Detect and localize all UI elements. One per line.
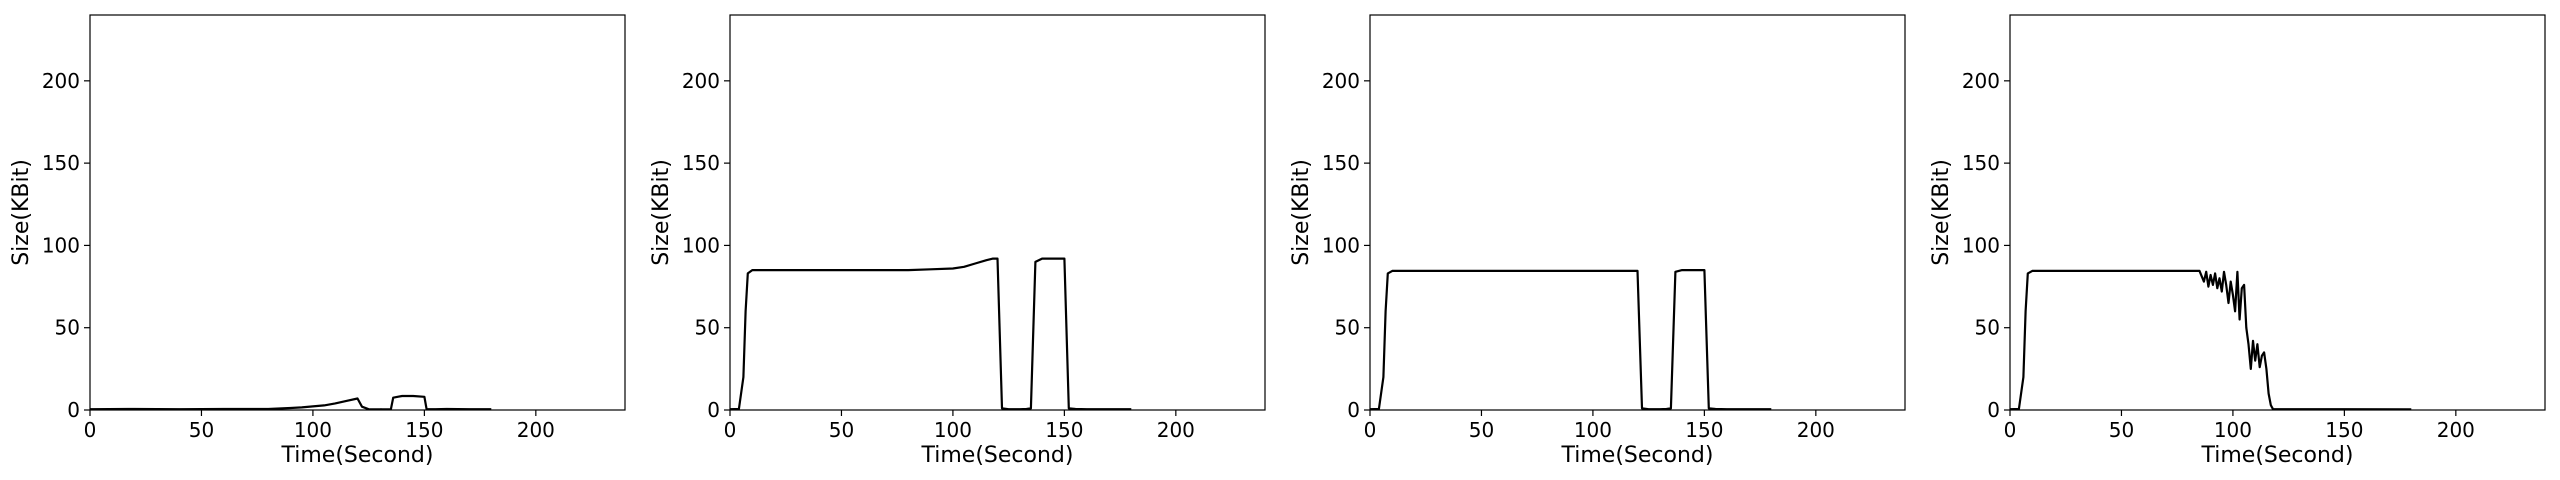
chart-panel-1: 0 50 100 150 200 0 50 100 150 200 Time(Second) Size… [9, 14, 626, 468]
y-tick-label: 100 [1962, 233, 2000, 257]
y-tick-label: 150 [682, 151, 720, 175]
y-axis-label: Size(KBit) [649, 159, 674, 266]
x-tick-label: 150 [1685, 418, 1723, 442]
y-tick-label: 0 [67, 398, 80, 422]
x-tick-label: 100 [2214, 418, 2252, 442]
x-tick-label: 100 [934, 418, 972, 442]
y-tick-label: 100 [1322, 233, 1360, 257]
x-tick-label: 0 [2004, 418, 2017, 442]
y-tick-label: 200 [1962, 69, 2000, 93]
x-tick-label: 100 [1574, 418, 1612, 442]
x-tick-label: 50 [2109, 418, 2134, 442]
chart-panel-4: 0 50 100 150 200 0 50 100 150 200 Time(Second) Size… [1929, 14, 2546, 468]
y-tick-label: 200 [682, 69, 720, 93]
x-axis-label: Time(Second) [281, 443, 434, 468]
plot-frame [1369, 14, 1906, 411]
x-axis-label: Time(Second) [2201, 443, 2354, 468]
x-tick-label: 200 [517, 418, 555, 442]
y-tick-label: 50 [55, 316, 80, 340]
series-line-1 [729, 257, 1132, 411]
plot-frame [89, 14, 626, 411]
y-axis-label: Size(KBit) [1289, 159, 1314, 266]
y-tick-label: 100 [42, 233, 80, 257]
y-tick-label: 50 [1975, 316, 2000, 340]
x-tick-label: 200 [2437, 418, 2475, 442]
y-tick-label: 200 [1322, 69, 1360, 93]
x-tick-label: 50 [1469, 418, 1494, 442]
x-tick-label: 200 [1797, 418, 1835, 442]
plot-frame [729, 14, 1266, 411]
series-line-1 [89, 394, 492, 411]
y-tick-label: 50 [695, 316, 720, 340]
y-tick-label: 200 [42, 69, 80, 93]
x-tick-label: 150 [1045, 418, 1083, 442]
y-tick-label: 0 [707, 398, 720, 422]
y-tick-label: 50 [1335, 316, 1360, 340]
y-axis-label: Size(KBit) [1929, 159, 1954, 266]
x-tick-label: 0 [1364, 418, 1377, 442]
x-tick-label: 50 [189, 418, 214, 442]
series-line-1 [1369, 269, 1772, 411]
y-tick-label: 0 [1347, 398, 1360, 422]
x-tick-label: 0 [84, 418, 97, 442]
chart-panel-3: 0 50 100 150 200 0 50 100 150 200 Time(Second) Size… [1289, 14, 1906, 468]
series-line-1 [2009, 269, 2412, 411]
chart-panel-2: 0 50 100 150 200 0 50 100 150 200 Time(Second) Size… [649, 14, 1266, 468]
x-tick-label: 150 [405, 418, 443, 442]
y-tick-label: 150 [1962, 151, 2000, 175]
x-axis-label: Time(Second) [1561, 443, 1714, 468]
x-tick-label: 150 [2325, 418, 2363, 442]
y-axis-label: Size(KBit) [9, 159, 34, 266]
y-tick-label: 100 [682, 233, 720, 257]
plot-frame [2009, 14, 2546, 411]
y-tick-label: 0 [1987, 398, 2000, 422]
y-tick-label: 150 [42, 151, 80, 175]
x-axis-label: Time(Second) [921, 443, 1074, 468]
x-tick-label: 200 [1157, 418, 1195, 442]
y-tick-label: 150 [1322, 151, 1360, 175]
x-tick-label: 100 [294, 418, 332, 442]
x-tick-label: 0 [724, 418, 737, 442]
x-tick-label: 50 [829, 418, 854, 442]
